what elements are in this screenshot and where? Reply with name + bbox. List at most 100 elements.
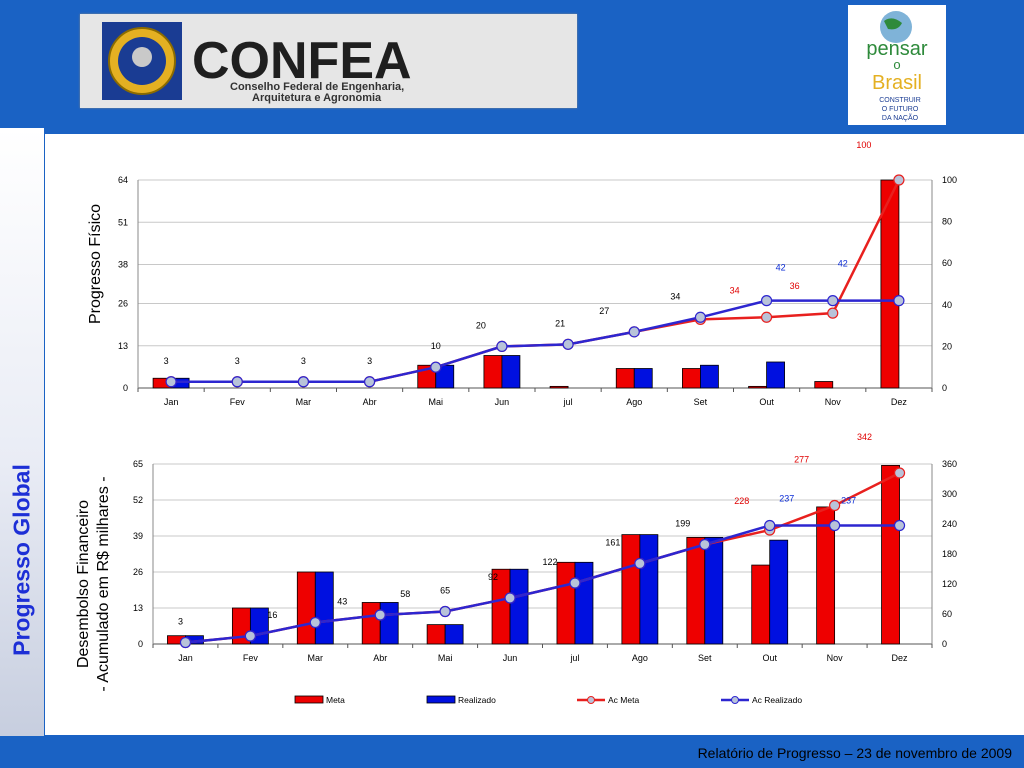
chart1-point-ac-realizado [694, 311, 707, 323]
chart1-data-label: 3 [367, 356, 372, 366]
chart1-point-ac-realizado [760, 295, 773, 307]
chart2-data-label: 161 [605, 538, 620, 548]
chart1-point-ac-realizado [628, 326, 640, 338]
chart1-left-tick-label: 51 [118, 217, 128, 227]
chart1-data-label: 3 [235, 356, 240, 366]
chart2-bar-realizado [574, 561, 594, 645]
chart2-left-tick-label: 26 [133, 567, 143, 577]
chart2-bar-meta [881, 464, 900, 645]
chart2-point-ac-meta [829, 499, 841, 512]
chart1-data-label: 36 [790, 281, 800, 291]
chart1-category-label: Set [694, 397, 708, 407]
chart1-category-label: Out [759, 397, 774, 407]
chart2-y-axis-label-line2: - Acumulado em R$ milhares - [95, 476, 112, 691]
chart1-point-ac-realizado [562, 338, 574, 350]
pensar-word: pensar [866, 38, 927, 60]
pensar-o-word: o [893, 57, 900, 72]
chart1-data-label: 3 [301, 356, 306, 366]
footer-bar: Relatório de Progresso – 23 de novembro … [0, 736, 1024, 768]
chart2-bar-meta [361, 602, 381, 645]
chart1-left-tick-label: 26 [118, 299, 128, 309]
chart1-left-tick-label: 38 [118, 260, 128, 270]
chart2-point-ac-realizado [439, 605, 451, 618]
legend-ac-realizado-label: Ac Realizado [752, 695, 802, 705]
chart2-right-tick-label: 300 [942, 489, 957, 499]
chart1-data-label: 100 [856, 140, 871, 150]
chart1-category-label: Nov [825, 397, 842, 407]
legend-ac-realizado-marker [731, 696, 739, 704]
chart1-category-label: Fev [230, 397, 246, 407]
chart2-line-ac-realizado [185, 524, 900, 644]
chart2-bar-realizado [769, 539, 789, 645]
chart2-category-label: Nov [827, 653, 844, 663]
chart1-right-tick-label: 60 [942, 258, 952, 268]
chart1-point-ac-realizado [893, 295, 905, 307]
chart1-right-tick-label: 20 [942, 341, 952, 351]
brasil-word: Brasil [872, 72, 922, 94]
chart1-right-tick-label: 40 [942, 300, 952, 310]
chart1-point-ac-realizado [363, 376, 376, 388]
chart2-left-tick-label: 13 [133, 603, 143, 613]
chart1-point-ac-realizado [297, 376, 310, 388]
chart2-category-label: Out [762, 653, 777, 663]
chart1-left-tick-label: 0 [123, 383, 128, 393]
chart1-data-label: 3 [164, 356, 169, 366]
pensar-o-brasil-logo: pensar o Brasil CONSTRUIR O FUTURO DA NA… [848, 5, 946, 125]
legend-realizado-swatch [426, 695, 456, 704]
chart2-bar-meta [556, 561, 576, 645]
chart2-category-label: Abr [373, 653, 387, 663]
chart1-data-label: 27 [599, 306, 609, 316]
chart2-data-label: 122 [542, 557, 557, 567]
confea-helmet-icon [132, 47, 152, 67]
chart1-data-label: 42 [776, 263, 786, 273]
chart2-data-label: 58 [400, 589, 410, 599]
chart2-data-label: 228 [734, 496, 749, 506]
chart1-category-label: Abr [363, 397, 377, 407]
chart1-point-ac-meta [893, 174, 905, 186]
chart2-data-label: 277 [794, 455, 809, 465]
chart1-category-label: Mar [296, 397, 312, 407]
chart2-data-label: 65 [440, 586, 450, 596]
chart2-category-label: Mai [438, 653, 453, 663]
chart2-point-ac-realizado [179, 636, 192, 649]
chart1-point-ac-meta [760, 311, 773, 323]
chart1-bar-meta [549, 385, 569, 389]
chart2-data-label: 237 [779, 494, 794, 504]
chart2-bar-meta [816, 506, 836, 645]
chart2-category-label: jul [569, 653, 579, 663]
chart2-bar-realizado [704, 536, 724, 645]
chart2-point-ac-realizado [504, 592, 516, 604]
chart2-point-ac-realizado [374, 609, 386, 621]
chart1-point-ac-realizado [496, 340, 508, 352]
chart1-data-label: 42 [838, 259, 848, 269]
chart1-point-ac-meta [827, 307, 839, 319]
chart2-data-label: 199 [675, 519, 690, 529]
legend-meta-swatch [294, 695, 324, 704]
chart2-data-label: 237 [841, 496, 856, 506]
legend-ac-meta-marker [587, 696, 595, 704]
chart2-category-label: Jun [503, 653, 518, 663]
pensar-tag-1: CONSTRUIR [879, 97, 921, 104]
chart2-point-ac-realizado [569, 577, 581, 589]
confea-logo-subtitle-2: Arquitetura e Agronomia [252, 92, 382, 104]
chart1-right-tick-label: 0 [942, 383, 947, 393]
chart1-bar-realizado [501, 355, 521, 389]
pensar-logo-graphic: pensar o Brasil CONSTRUIR O FUTURO DA NA… [866, 11, 928, 122]
chart2-data-label: 43 [337, 597, 347, 607]
chart2-bar-meta [751, 564, 771, 645]
chart1-point-ac-realizado [430, 361, 442, 373]
chart2-point-ac-realizado [244, 630, 256, 642]
confea-logo: CONFEA Conselho Federal de Engenharia, A… [80, 14, 577, 108]
sidebar: Progresso Global [0, 128, 44, 736]
chart1-bar-meta [615, 368, 635, 389]
chart2-point-ac-realizado [829, 519, 841, 532]
chart1-bar-meta [748, 385, 767, 389]
pensar-tag-3: DA NAÇÃO [882, 113, 919, 122]
chart1-category-label: Ago [626, 397, 642, 407]
chart2-data-label: 92 [488, 572, 498, 582]
chart2-left-tick-label: 39 [133, 531, 143, 541]
chart1-right-tick-label: 100 [942, 175, 957, 185]
chart2-right-tick-label: 180 [942, 549, 957, 559]
confea-logo-subtitle-1: Conselho Federal de Engenharia, [230, 81, 404, 93]
